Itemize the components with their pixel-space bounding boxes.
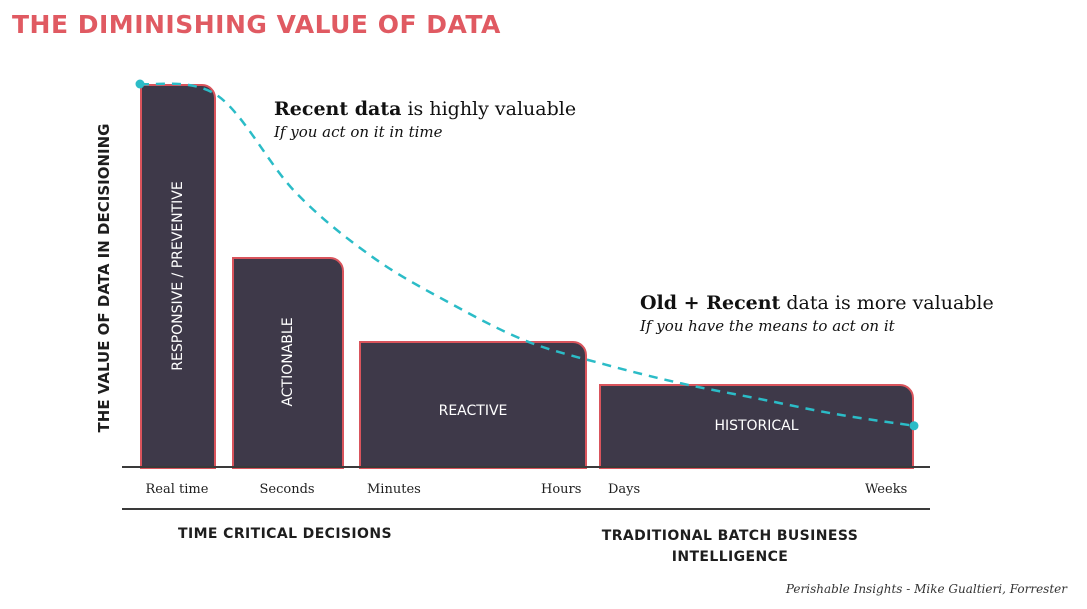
x-tick-label: Weeks: [865, 482, 908, 497]
bar-label: REACTIVE: [438, 402, 508, 419]
group-label-batch-bi: TRADITIONAL BATCH BUSINESS INTELLIGENCE: [601, 528, 859, 565]
annotation-old-recent-text: data is more valuable: [780, 292, 994, 314]
x-axis-line: [122, 466, 930, 468]
bar-label: HISTORICAL: [714, 417, 799, 434]
curve-start-point: [135, 79, 145, 89]
annotation-old-recent-sub: If you have the means to act on it: [640, 317, 895, 335]
x-tick-label: Days: [608, 482, 641, 497]
curve-end-point: [909, 421, 919, 431]
annotation-recent-bold: Recent data: [274, 98, 402, 120]
annotation-recent: Recent data is highly valuable If you ac…: [274, 98, 576, 141]
value-curve-line: [139, 82, 915, 427]
x-tick-label: Seconds: [259, 482, 315, 497]
annotation-recent-text: is highly valuable: [401, 98, 577, 120]
chart-title: THE DIMINISHING VALUE OF DATA: [12, 10, 501, 39]
annotation-old-recent-bold: Old + Recent: [640, 292, 781, 314]
bar-responsive-preventive: [140, 84, 216, 469]
x-tick-label: Real time: [145, 482, 209, 497]
annotation-recent-sub: If you act on it in time: [274, 123, 443, 141]
bar-reactive: [359, 341, 587, 469]
group-divider-line: [122, 508, 930, 510]
source-credit: Perishable Insights - Mike Gualtieri, Fo…: [785, 582, 1067, 596]
x-tick-label: Hours: [541, 482, 582, 497]
x-tick-label: Minutes: [367, 482, 421, 497]
group-label-time-critical: TIME CRITICAL DECISIONS: [178, 526, 392, 542]
annotation-old-recent: Old + Recent data is more valuable If yo…: [640, 292, 994, 335]
